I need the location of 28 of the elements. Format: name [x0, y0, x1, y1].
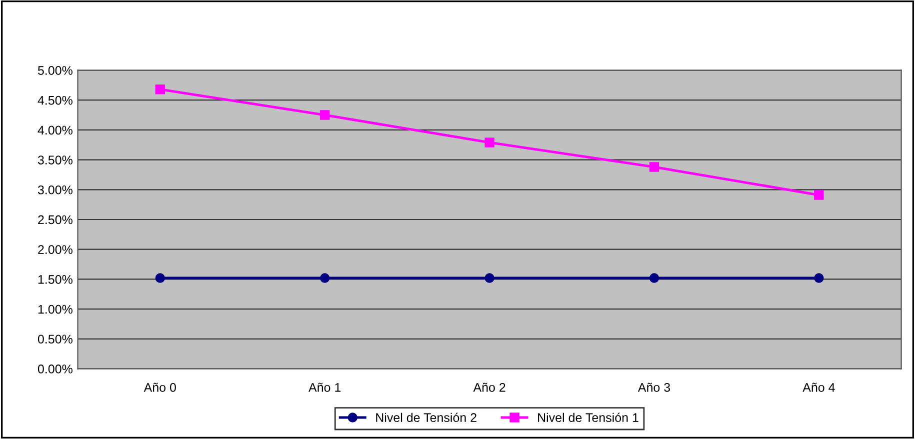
- point: [484, 138, 494, 148]
- y-tick-label: 4.00%: [38, 126, 72, 135]
- legend-label: Nivel de Tensión 1: [538, 412, 638, 422]
- point: [155, 84, 165, 94]
- y-tick-label: 3.00%: [38, 185, 72, 194]
- y-tick-label: 5.00%: [38, 66, 72, 75]
- point: [814, 190, 824, 200]
- x-tick-label: Año 3: [638, 382, 670, 392]
- x-tick-label: Año 2: [473, 382, 506, 392]
- point: [814, 273, 824, 283]
- x-tick-label: Año 4: [802, 382, 835, 392]
- y-tick-label: 4.50%: [38, 96, 72, 105]
- y-tick-label: 1.50%: [38, 275, 72, 284]
- x-tick-label: Año 0: [144, 382, 176, 392]
- y-tick-label: 2.50%: [38, 215, 72, 224]
- y-tick-label: 2.00%: [38, 245, 72, 254]
- point: [320, 273, 330, 283]
- point: [484, 273, 494, 283]
- point: [649, 273, 660, 283]
- y-tick-label: 0.50%: [38, 334, 72, 344]
- y-tick-label: 1.00%: [38, 304, 72, 314]
- y-tick-label: 0.00%: [38, 364, 72, 374]
- point: [155, 273, 165, 283]
- legend-label: Nivel de Tensión 2: [376, 412, 476, 422]
- y-tick-label: 3.50%: [38, 156, 72, 164]
- point: [649, 162, 660, 172]
- point: [320, 110, 330, 120]
- x-tick-label: Año 1: [308, 382, 341, 392]
